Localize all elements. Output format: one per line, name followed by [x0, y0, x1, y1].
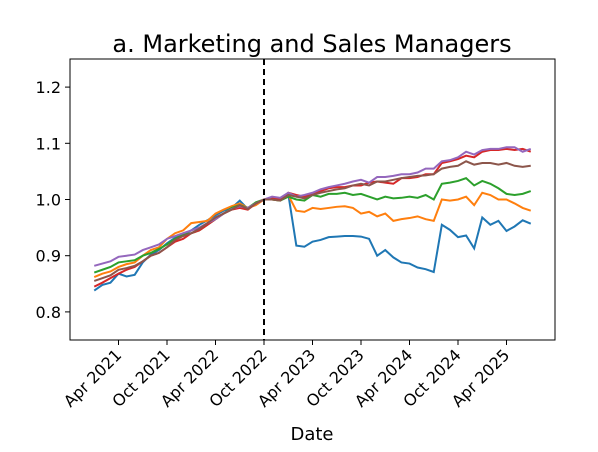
series-line: [93, 160, 531, 282]
chart-title: a. Marketing and Sales Managers: [112, 30, 511, 58]
y-tick-label: 0.8: [36, 303, 61, 322]
plot-frame: [69, 58, 556, 341]
series-line: [93, 146, 532, 267]
y-tick-label: 1.2: [36, 78, 61, 97]
series-line: [93, 147, 532, 288]
y-tick-label: 1.1: [36, 134, 61, 153]
y-tick-label: 0.9: [36, 247, 61, 266]
x-axis-label: Date: [290, 424, 333, 445]
y-tick-label: 1.0: [36, 191, 61, 210]
